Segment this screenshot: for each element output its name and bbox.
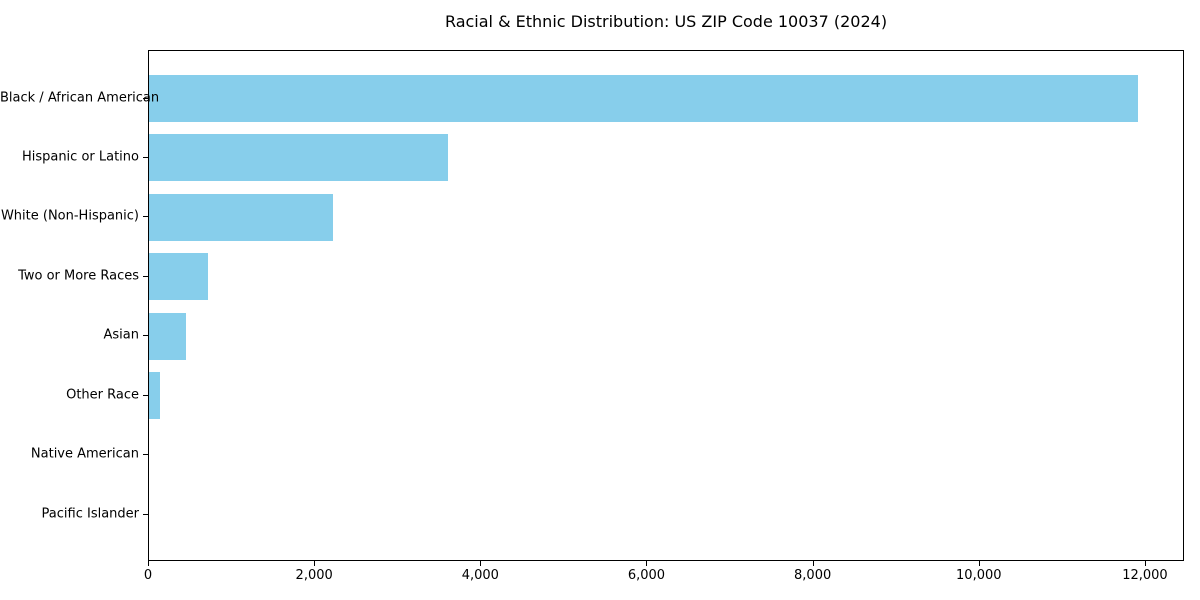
y-tick-mark <box>143 454 148 456</box>
y-tick-label: White (Non-Hispanic) <box>0 208 139 224</box>
y-tick-label: Two or More Races <box>18 268 139 284</box>
y-tick-label: Hispanic or Latino <box>21 149 139 165</box>
x-tick-mark <box>1144 561 1146 566</box>
x-tick-label: 6,000 <box>627 568 666 583</box>
x-tick-label: 2,000 <box>295 568 333 583</box>
y-tick-mark <box>143 275 148 277</box>
y-tick-mark <box>143 335 148 337</box>
x-tick-label: 4,000 <box>461 568 499 583</box>
y-tick-label: Native American <box>30 446 139 462</box>
y-tick-label: Asian <box>103 327 139 343</box>
y-tick-mark <box>143 156 148 158</box>
y-tick-label: Black / African American <box>0 90 160 105</box>
bar <box>149 372 160 420</box>
bar <box>149 193 333 241</box>
x-tick-mark <box>314 561 316 566</box>
x-tick-label: 0 <box>143 568 153 583</box>
y-tick-label: Pacific Islander <box>41 506 139 521</box>
x-tick-label: 12,000 <box>1122 568 1168 583</box>
bar <box>149 312 187 360</box>
y-tick-mark <box>143 216 148 218</box>
x-tick-mark <box>480 561 482 566</box>
x-tick-label: 8,000 <box>794 568 832 583</box>
y-tick-mark <box>143 97 148 99</box>
bar <box>149 134 449 182</box>
x-tick-label: 10,000 <box>956 568 1002 583</box>
x-tick-mark <box>646 561 648 566</box>
plot-area <box>148 50 1184 561</box>
y-tick-label: Other Race <box>66 387 139 403</box>
chart-title: Racial & Ethnic Distribution: US ZIP Cod… <box>444 12 888 31</box>
y-tick-mark <box>143 513 148 515</box>
x-tick-mark <box>148 561 149 566</box>
y-tick-mark <box>143 394 148 396</box>
x-tick-mark <box>978 561 980 566</box>
bar <box>149 253 208 301</box>
x-tick-mark <box>812 561 814 566</box>
bar <box>149 75 1138 122</box>
